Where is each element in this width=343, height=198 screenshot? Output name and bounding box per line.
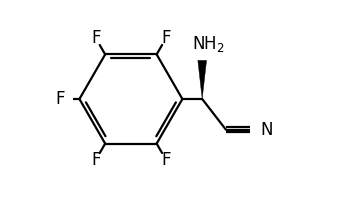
Text: F: F bbox=[161, 29, 171, 47]
Text: F: F bbox=[56, 90, 66, 108]
Text: N: N bbox=[260, 121, 273, 139]
Text: F: F bbox=[91, 151, 100, 169]
Text: NH$_2$: NH$_2$ bbox=[192, 33, 225, 54]
Text: F: F bbox=[91, 29, 100, 47]
Text: F: F bbox=[161, 151, 171, 169]
Polygon shape bbox=[198, 60, 206, 99]
